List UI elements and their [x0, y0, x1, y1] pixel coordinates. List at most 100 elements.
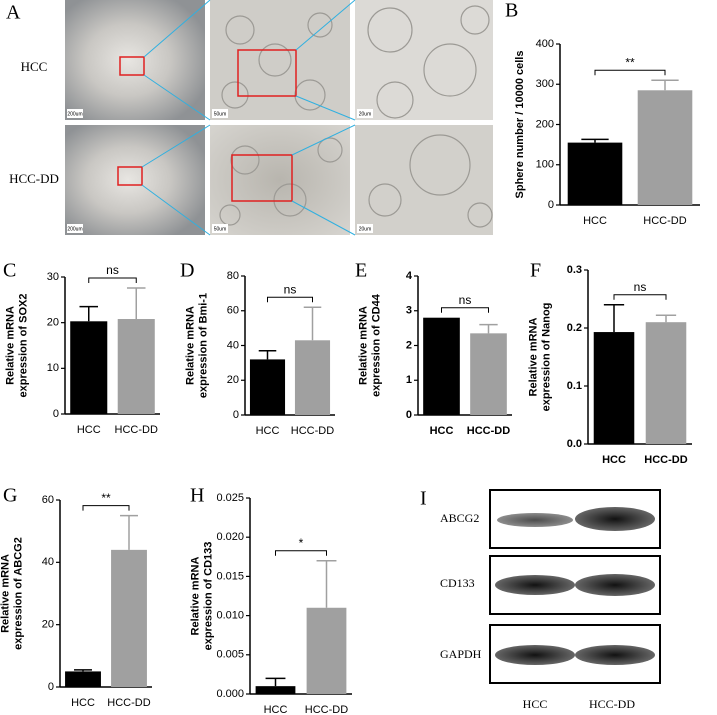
- x-tick-label: HCC: [77, 424, 101, 436]
- bar-chart: G Relative mRNA expression of ABCG2 0 20 40 60…: [0, 485, 152, 709]
- y-tick-label: 0: [48, 681, 54, 693]
- scale-box: [212, 224, 228, 233]
- y-tick-label: 60: [42, 494, 54, 506]
- y-tick-label: 1: [406, 374, 412, 386]
- row-label: HCC: [21, 59, 48, 74]
- bar: [645, 322, 687, 444]
- panel-letter: E: [355, 260, 367, 282]
- y-tick-label: 0.3: [567, 264, 582, 276]
- bar: [593, 332, 635, 444]
- bar-chart: F Relative mRNA expression of Nanog 0.0 0.1 0…: [527, 260, 692, 466]
- scale-box: [67, 109, 83, 118]
- y-tick-label: 0.015: [216, 570, 244, 582]
- row-label: HCC-DD: [9, 171, 59, 186]
- x-tick-label: HCC-DD: [644, 454, 687, 466]
- band: [495, 645, 575, 665]
- band: [497, 513, 573, 527]
- y-axis-label: Relative mRNA: [0, 554, 11, 633]
- error-bar: [74, 669, 92, 672]
- x-tick-label: HCC: [602, 454, 626, 466]
- panel-letter: D: [180, 260, 194, 282]
- bar: [423, 317, 460, 415]
- error-bar: [265, 677, 286, 687]
- y-tick-label: 0: [53, 408, 59, 420]
- scale-label: 50um: [214, 226, 227, 232]
- y-tick-label: 0.025: [216, 492, 244, 504]
- significance-label: **: [101, 491, 111, 505]
- bar-chart: H Relative mRNA expression of CD133 0.000 0.…: [189, 485, 352, 715]
- panel-letter: G: [3, 485, 17, 507]
- y-axis-label: expression of Bmi-1: [197, 293, 209, 398]
- micrograph: [355, 125, 493, 235]
- y-tick-label: 60: [227, 305, 239, 317]
- y-axis-label: expression of ABCG2: [12, 537, 24, 650]
- panel-letter: I: [420, 488, 427, 510]
- panel-i: I ABCG2 CD133 GAPDH HCC HCC-DD: [420, 488, 661, 711]
- bar: [255, 686, 296, 694]
- y-tick-label: 30: [47, 271, 59, 283]
- y-tick-label: 3: [406, 305, 412, 317]
- error-bar: [79, 305, 99, 322]
- y-axis-label: expression of Nanog: [540, 303, 552, 412]
- error-bar: [581, 138, 609, 143]
- y-tick-label: 2: [406, 339, 412, 351]
- bar: [70, 321, 108, 414]
- zoom-line: [141, 0, 356, 236]
- scale-label: 20um: [359, 226, 372, 232]
- band-label: CD133: [440, 576, 475, 590]
- y-tick-label: 0.005: [216, 649, 244, 661]
- y-tick-label: 10: [47, 362, 59, 374]
- error-bar: [651, 79, 679, 91]
- significance-label: ns: [459, 293, 472, 307]
- y-tick-label: 4: [406, 270, 413, 282]
- micrograph: [65, 0, 205, 120]
- x-tick-label: HCC-DD: [291, 425, 334, 437]
- y-tick-label: 0.1: [567, 380, 582, 392]
- y-tick-label: 40: [42, 556, 54, 568]
- y-tick-label: 400: [536, 38, 554, 50]
- panel-a: A HCC HCC-DD 200um 50um: [6, 0, 493, 236]
- y-axis-label: Sphere number / 10000 cells: [514, 51, 526, 199]
- significance-bracket: [613, 294, 667, 300]
- panel-letter: F: [530, 260, 541, 282]
- bar: [65, 671, 101, 687]
- significance-label: ns: [284, 282, 297, 296]
- x-tick-label: HCC: [583, 215, 607, 227]
- bar: [470, 333, 507, 415]
- bar: [111, 549, 147, 687]
- panel-letter: H: [190, 485, 204, 507]
- significance-bracket: [88, 277, 137, 283]
- y-tick-label: 100: [536, 159, 554, 171]
- x-tick-label: HCC-DD: [305, 704, 348, 715]
- bar-chart: B Sphere number / 10000 cells 0 100 200 300 40…: [505, 0, 700, 227]
- y-tick-label: 0.020: [216, 531, 244, 543]
- y-tick-label: 20: [47, 317, 59, 329]
- y-tick-label: 40: [227, 339, 239, 351]
- y-axis-label: Relative mRNA: [184, 306, 196, 385]
- y-axis-label: expression of CD133: [202, 542, 214, 651]
- error-bar: [120, 514, 138, 550]
- panel-letter: B: [505, 0, 518, 22]
- x-tick-label: HCC-DD: [107, 697, 150, 709]
- y-tick-label: 20: [227, 374, 239, 386]
- error-bar: [126, 287, 146, 320]
- y-tick-label: 300: [536, 78, 554, 90]
- micrograph: [355, 0, 493, 120]
- x-tick-label: HCC: [264, 704, 288, 715]
- significance-label: **: [625, 55, 635, 69]
- scale-label: 50um: [214, 111, 227, 117]
- y-tick-label: 0.010: [216, 610, 244, 622]
- y-axis-label: expression of CD44: [370, 293, 382, 397]
- band-label: ABCG2: [440, 511, 479, 525]
- y-tick-label: 20: [42, 619, 54, 631]
- x-tick-label: HCC-DD: [643, 215, 686, 227]
- significance-bracket: [267, 296, 313, 303]
- y-tick-label: 0.2: [567, 322, 582, 334]
- x-tick-label: HCC: [256, 425, 280, 437]
- y-tick-label: 200: [536, 118, 554, 130]
- panel-letter: A: [6, 2, 21, 24]
- band: [495, 575, 575, 595]
- scale-box: [357, 109, 373, 118]
- error-bar: [316, 559, 337, 608]
